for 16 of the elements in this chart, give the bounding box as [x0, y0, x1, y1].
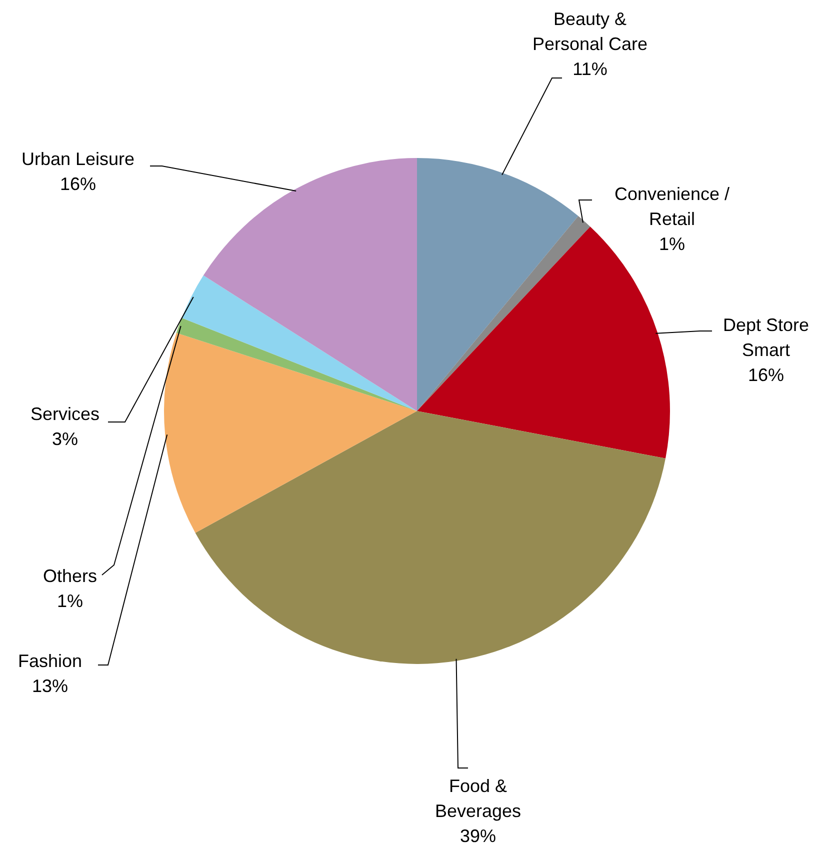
data-label: 1%	[658, 234, 686, 254]
data-label: 1%	[56, 590, 84, 611]
slice-label: Dept Store Smart	[722, 314, 810, 360]
data-label: 16%	[748, 364, 784, 385]
slice-label: Fashion	[18, 650, 82, 671]
data-label: 3%	[52, 428, 78, 449]
slice-label: Convenience / Retail	[614, 184, 730, 229]
slice-label: Services	[30, 404, 100, 424]
slice-label: Beauty & Personal Care	[532, 8, 648, 54]
data-label: 11%	[572, 58, 608, 79]
slice-label: Urban Leisure	[21, 148, 135, 169]
slice-label: Others	[42, 566, 98, 586]
data-label: 13%	[32, 676, 68, 696]
data-label: 16%	[60, 174, 96, 194]
data-label: 39%	[460, 826, 496, 846]
slice-label: Food & Beverages	[434, 776, 522, 821]
